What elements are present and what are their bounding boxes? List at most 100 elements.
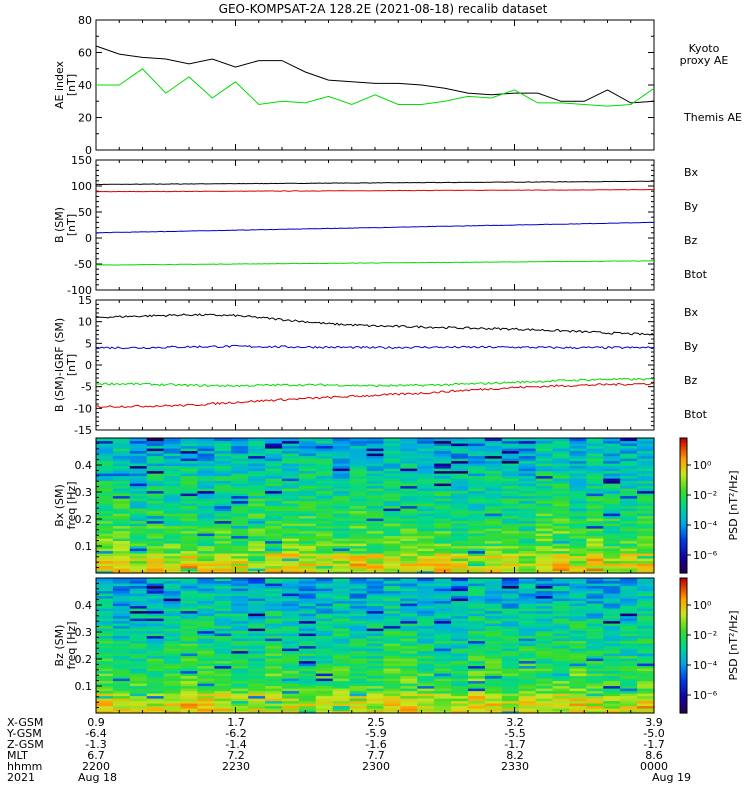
spectrogram-cell (248, 660, 266, 664)
spectrogram-cell (434, 510, 452, 514)
spectrogram-cell (265, 583, 283, 587)
spectrogram-cell (96, 588, 114, 592)
spectrogram-cell (96, 500, 114, 504)
spectrogram-cell (535, 438, 554, 442)
spectrogram-cell (248, 708, 266, 712)
spectrogram-cell (434, 470, 452, 474)
spectrogram-cell (434, 608, 452, 612)
spectrogram-cell (637, 493, 655, 497)
spectrogram-cell (400, 593, 418, 597)
spectrogram-cell (366, 470, 385, 474)
spectrogram-cell (265, 508, 283, 512)
spectrogram-cell (518, 545, 537, 549)
spectrogram-cell (248, 663, 266, 667)
spectrogram-cell (163, 595, 182, 599)
spectrogram-cell (298, 440, 317, 444)
spectrogram-cell (129, 663, 148, 667)
chart-title: GEO-KOMPSAT-2A 128.2E (2021-08-18) recal… (219, 2, 548, 16)
spectrogram-cell (96, 495, 114, 499)
spectrogram-cell (484, 483, 503, 487)
spectrogram-cell (417, 538, 435, 542)
spectrogram-cell (484, 550, 503, 554)
spectrogram-cell (637, 628, 655, 632)
spectrogram-cell (468, 503, 486, 507)
spectrogram-cell (468, 453, 486, 457)
spectrogram-cell (349, 470, 368, 474)
spectrogram-cell (96, 690, 114, 694)
spectrogram-cell (349, 593, 368, 597)
spectrogram-cell (552, 518, 571, 522)
spectrogram-cell (248, 560, 266, 564)
spectrogram-cell (231, 625, 249, 629)
spectrogram-cell (349, 518, 368, 522)
spectrogram-cell (501, 628, 520, 632)
spectrogram-cell (535, 578, 554, 582)
spectrogram-cell (417, 688, 435, 692)
spectrogram-cell (434, 550, 452, 554)
spectrogram-cell (248, 650, 266, 654)
spectrogram-cell (366, 460, 385, 464)
spectrogram-cell (315, 675, 334, 679)
spectrogram-cell (603, 508, 621, 512)
spectrogram-cell (315, 650, 334, 654)
spectrogram-cell (180, 660, 199, 664)
spectrogram-cell (315, 585, 334, 589)
spectrogram-cell (637, 673, 655, 677)
spectrogram-cell (468, 465, 486, 469)
spectrogram-cell (383, 540, 401, 544)
spectrogram-cell (315, 520, 334, 524)
spectrogram-cell (146, 450, 165, 454)
spectrogram-cell (383, 593, 401, 597)
spectrogram-cell (197, 593, 215, 597)
spectrogram-cell (366, 475, 385, 479)
spectrogram-cell (501, 548, 520, 552)
spectrogram-cell (518, 698, 537, 702)
spectrogram-cell (501, 630, 520, 634)
spectrogram-cell (349, 635, 368, 639)
spectrogram-cell (434, 543, 452, 547)
spectrogram-cell (451, 600, 469, 604)
spectrogram-cell (637, 463, 655, 467)
spectrogram-cell (366, 638, 385, 642)
spectrogram-cell (569, 628, 587, 632)
spectrogram-cell (214, 700, 232, 704)
spectrogram-cell (349, 670, 368, 674)
spectrogram-cell (501, 595, 520, 599)
spectrogram-cell (129, 705, 148, 709)
spectrogram-cell (112, 498, 131, 502)
spectrogram-cell (569, 543, 587, 547)
spectrogram-cell (349, 458, 368, 462)
spectrogram-cell (637, 643, 655, 647)
spectrogram-cell (501, 578, 520, 582)
spectrogram-cell (383, 653, 401, 657)
spectrogram-cell (146, 585, 165, 589)
spectrogram-cell (231, 660, 249, 664)
tick-label: 0 (85, 359, 92, 372)
spectrogram-cell (552, 610, 571, 614)
spectrogram-cell (637, 683, 655, 687)
spectrogram-cell (552, 653, 571, 657)
spectrogram-cell (501, 558, 520, 562)
spectrogram-cell (383, 675, 401, 679)
spectrogram-cell (298, 668, 317, 672)
spectrogram-cell (484, 595, 503, 599)
spectrogram-cell (163, 570, 182, 574)
spectrogram-cell (214, 628, 232, 632)
spectrogram-cell (434, 528, 452, 532)
spectrogram-cell (349, 565, 368, 569)
spectrogram-cell (569, 558, 587, 562)
spectrogram-cell (349, 615, 368, 619)
spectrogram-cell (231, 495, 249, 499)
spectrogram-cell (315, 550, 334, 554)
spectrogram-cell (501, 553, 520, 557)
spectrogram-cell (180, 535, 199, 539)
spectrogram-cell (231, 565, 249, 569)
spectrogram-cell (265, 645, 283, 649)
spectrogram-cell (383, 628, 401, 632)
spectrogram-cell (163, 693, 182, 697)
spectrogram-cell (603, 710, 621, 714)
spectrogram-cell (400, 678, 418, 682)
spectrogram-cell (637, 600, 655, 604)
spectrogram-cell (96, 493, 114, 497)
spectrogram-cell (197, 563, 215, 567)
